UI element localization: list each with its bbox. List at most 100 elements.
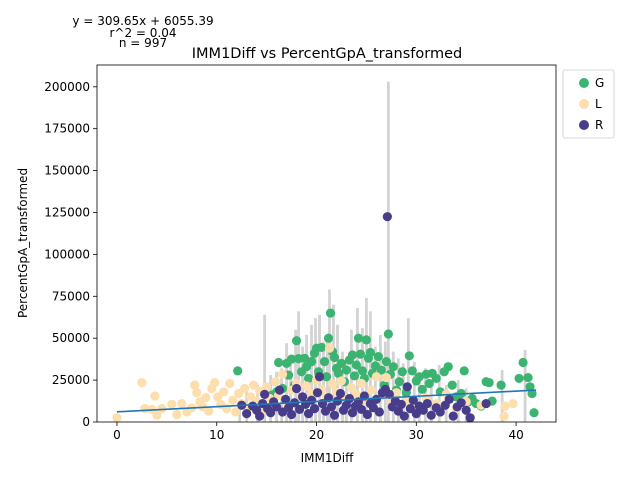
point-g [321,372,332,382]
point-g [325,308,336,318]
point-l [249,380,259,390]
point-l [210,378,220,388]
point-r [362,409,373,420]
point-g [404,351,414,361]
point-r [374,407,384,417]
point-l [336,376,347,386]
point-l [172,409,182,420]
point-l [499,411,509,421]
point-r [382,212,392,222]
legend-label-r: R [595,118,603,132]
y-tick-label: 50000 [52,331,90,345]
point-r [344,393,355,404]
point-l [301,381,312,391]
point-r [402,382,412,392]
point-g [349,371,360,381]
point-l [137,378,147,388]
point-r [396,399,406,410]
point-r [461,405,471,415]
point-g [274,357,284,368]
point-g [417,384,427,394]
background-bar [263,314,267,422]
point-r [275,385,285,395]
point-g [355,349,366,359]
background-bar [412,361,416,422]
point-l [381,372,391,383]
background-bar [332,304,335,422]
point-g [357,366,368,376]
legend-marker-r [579,120,589,130]
point-r [422,398,432,409]
background-bar [429,380,433,422]
point-g [431,373,441,384]
point-r [371,394,381,404]
point-r [280,394,291,404]
point-g [347,350,358,360]
regression-line [116,389,537,413]
point-g [303,373,314,384]
point-g [351,360,362,370]
point-g [381,357,391,367]
point-l [371,372,381,382]
point-r [297,392,308,402]
point-l [192,388,202,398]
point-g [529,408,539,418]
point-r [291,383,302,394]
point-r [481,398,491,409]
y-tick-label: 125000 [44,205,90,219]
background-bar [328,289,331,422]
background-bar [310,324,313,422]
x-tick-label: 20 [309,428,324,442]
point-l [228,395,238,405]
background-bar [341,351,344,422]
background-bar [523,349,527,422]
background-bar [373,346,377,422]
point-g [329,352,340,363]
point-g [383,329,393,339]
y-axis-label: PercentGpA_transformed [16,168,30,318]
y-tick-label: 25000 [52,373,90,387]
legend-marker-l [579,99,589,109]
y-tick-label: 100000 [44,247,90,261]
y-tick-label: 175000 [44,122,90,136]
point-r [399,411,409,421]
scatter-points [112,212,539,423]
x-axis-label: IMM1Diff [301,451,354,465]
point-l [271,377,281,387]
point-g [484,378,494,388]
point-g [447,380,457,390]
point-g [336,358,347,368]
point-l [277,369,288,379]
point-r [418,405,428,415]
point-l [112,413,122,423]
point-l [324,343,335,353]
point-l [391,388,401,398]
x-tick-label: 30 [409,428,424,442]
point-g [523,372,533,383]
point-g [459,366,469,376]
point-r [326,402,337,412]
point-r [408,395,418,405]
point-l [240,383,250,394]
point-r [314,372,325,382]
background-bar [294,329,297,422]
point-r [384,389,394,399]
x-axis-ticks: 0 10 20 30 40 [113,422,524,442]
point-g [233,366,243,376]
point-l [177,398,187,409]
x-tick-label: 0 [113,428,121,442]
point-l [150,391,160,401]
point-g [394,377,404,387]
point-g [407,366,417,376]
regression-line-path [116,389,537,413]
point-l [356,378,367,389]
point-g [496,380,506,390]
point-g [319,357,330,367]
point-r [242,409,252,419]
point-l [201,393,211,403]
point-l [262,382,272,392]
point-l [508,398,518,409]
point-g [388,362,398,372]
background-bar [297,311,300,422]
point-l [327,379,338,389]
